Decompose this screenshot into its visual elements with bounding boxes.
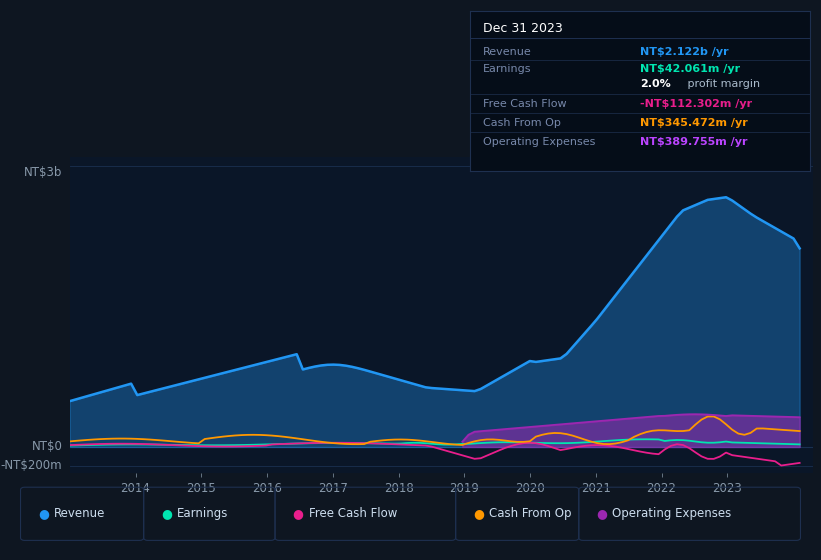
Text: ●: ● [473, 507, 484, 520]
Text: Earnings: Earnings [484, 64, 532, 74]
Text: NT$42.061m /yr: NT$42.061m /yr [640, 64, 740, 74]
Text: ●: ● [596, 507, 608, 520]
Text: Operating Expenses: Operating Expenses [484, 137, 595, 147]
Text: NT$0: NT$0 [31, 441, 62, 454]
Text: ●: ● [38, 507, 49, 520]
Text: Revenue: Revenue [54, 507, 106, 520]
Text: Free Cash Flow: Free Cash Flow [309, 507, 397, 520]
Text: -NT$112.302m /yr: -NT$112.302m /yr [640, 99, 752, 109]
Text: NT$3b: NT$3b [24, 166, 62, 179]
Text: 2.0%: 2.0% [640, 79, 671, 89]
Text: NT$2.122b /yr: NT$2.122b /yr [640, 47, 728, 57]
Text: Cash From Op: Cash From Op [489, 507, 571, 520]
Text: ●: ● [292, 507, 304, 520]
Text: NT$345.472m /yr: NT$345.472m /yr [640, 118, 748, 128]
Text: NT$389.755m /yr: NT$389.755m /yr [640, 137, 747, 147]
Text: Revenue: Revenue [484, 47, 532, 57]
Text: Earnings: Earnings [177, 507, 229, 520]
Text: Free Cash Flow: Free Cash Flow [484, 99, 566, 109]
Text: -NT$200m: -NT$200m [1, 459, 62, 472]
Text: Cash From Op: Cash From Op [484, 118, 561, 128]
Text: profit margin: profit margin [684, 79, 760, 89]
Text: Dec 31 2023: Dec 31 2023 [484, 22, 563, 35]
Text: Operating Expenses: Operating Expenses [612, 507, 732, 520]
Text: ●: ● [161, 507, 172, 520]
